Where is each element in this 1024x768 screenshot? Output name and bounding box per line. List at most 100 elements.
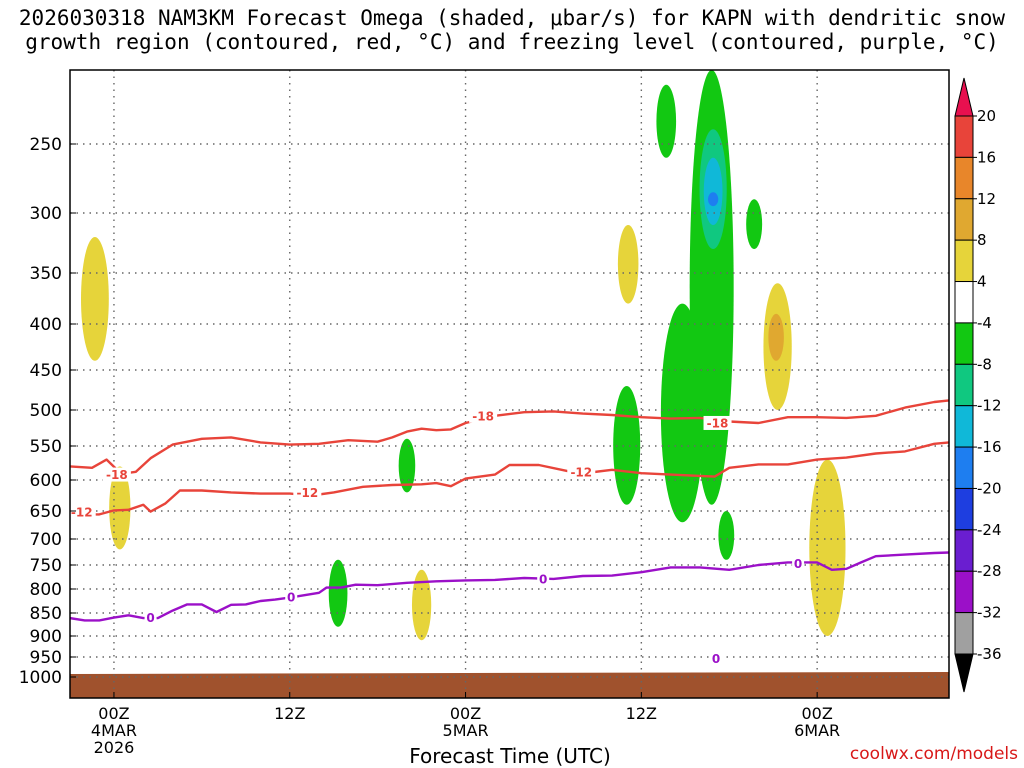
contour-label-6: 0 [287, 591, 295, 605]
y-tick-label-750: 750 [30, 556, 62, 576]
y-tick-label-250: 250 [30, 135, 62, 155]
y-tick-label-600: 600 [30, 471, 62, 491]
contour-label-9: 0 [794, 557, 802, 571]
y-tick-label-800: 800 [30, 580, 62, 600]
contour-label-layer: -18 -18 -18 -12 -12 -12 0 0 0 0 0 [67, 408, 805, 666]
contour-label-1: -18 [472, 409, 494, 423]
omega-region-0 [81, 237, 109, 361]
colorbar-label-1: 16 [977, 148, 996, 166]
colorbar-box-3 [954, 239, 974, 283]
colorbar-box-7 [954, 405, 974, 448]
colorbar-label-5: -4 [977, 314, 992, 332]
omega-region-2 [411, 569, 432, 641]
colorbar-box-11 [954, 570, 974, 614]
contour-label-bg-1 [469, 408, 498, 423]
x-tick-label-6-1: 4MAR [91, 721, 137, 740]
x-tick-label-18-0: 12Z [274, 704, 305, 723]
contour-label-bg-2 [703, 415, 732, 430]
x-tick-label-42-0: 12Z [626, 704, 657, 723]
omega-region-5 [768, 313, 784, 361]
x-axis-title: Forecast Time (UTC) [409, 744, 611, 768]
colorbar-box-9 [954, 487, 974, 531]
contour-label-4: -12 [296, 486, 318, 500]
omega-region-15 [708, 192, 719, 207]
omega-shading-layer [81, 70, 846, 641]
colorbar-box-1 [954, 156, 974, 200]
colorbar-label-4: 4 [977, 273, 987, 291]
contour-label-bg-10 [710, 651, 723, 666]
colorbar-label-12: -32 [977, 604, 1002, 622]
colorbar-top-triangle [954, 77, 974, 117]
contour-label-bg-6 [285, 590, 298, 605]
contour-label-0: -18 [106, 468, 128, 482]
ground-fill [70, 672, 949, 698]
omega-region-17 [746, 199, 763, 250]
colorbar-label-13: -36 [977, 645, 1002, 663]
x-tick-label-54-0: 00Z [801, 704, 832, 723]
contour-label-bg-0 [102, 467, 131, 482]
omega-region-6 [809, 459, 846, 636]
colorbar-box-4 [954, 281, 974, 324]
plot-frame [69, 69, 950, 699]
ground-layer [70, 672, 949, 698]
y-tick-label-900: 900 [30, 627, 62, 647]
y-tick-label-850: 850 [30, 604, 62, 624]
y-tick-label-450: 450 [30, 361, 62, 381]
contour-label-bg-3 [67, 505, 96, 520]
omega-region-16 [718, 511, 735, 560]
y-tick-label-300: 300 [30, 204, 62, 224]
omega-region-8 [328, 559, 348, 627]
y-tick-label-350: 350 [30, 264, 62, 284]
chart-title-line1: 2026030318 NAM3KM Forecast Omega (shaded… [18, 6, 1006, 30]
y-tick-label-400: 400 [30, 315, 62, 335]
colorbar-label-2: 12 [977, 190, 996, 208]
omega-region-14 [703, 157, 723, 225]
colorbar-box-12 [954, 612, 974, 655]
contour-line-0 [70, 399, 949, 476]
colorbar-box-6 [954, 363, 974, 407]
colorbar-box-5 [954, 322, 974, 365]
omega-region-7 [398, 438, 416, 493]
contour-label-2: -18 [707, 416, 729, 430]
contour-label-7: 0 [146, 611, 154, 625]
colorbar-label-6: -8 [977, 355, 992, 373]
contour-label-8: 0 [539, 572, 547, 586]
colorbar-label-7: -12 [977, 397, 1002, 415]
chart-title-line2: growth region (contoured, red, °C) and f… [25, 30, 999, 54]
colorbar-box-10 [954, 529, 974, 572]
colorbar-box-2 [954, 198, 974, 241]
x-tick-label-30-0: 00Z [450, 704, 481, 723]
contour-layer [70, 399, 949, 622]
x-tick-label-54-1: 6MAR [794, 721, 840, 740]
y-tick-label-1000: 1000 [19, 668, 62, 688]
omega-region-10 [656, 84, 677, 158]
y-tick-label-500: 500 [30, 401, 62, 421]
y-tick-label-550: 550 [30, 437, 62, 457]
contour-label-bg-5 [567, 464, 596, 479]
contour-label-bg-7 [144, 610, 157, 625]
contour-line-2 [70, 551, 949, 622]
contour-label-10: 0 [712, 652, 720, 666]
colorbar-label-0: 20 [977, 107, 996, 125]
colorbar-label-11: -28 [977, 562, 1002, 580]
y-tick-label-950: 950 [30, 648, 62, 668]
y-tick-label-700: 700 [30, 530, 62, 550]
colorbar-label-9: -20 [977, 479, 1002, 497]
omega-region-3 [617, 224, 639, 304]
x-tick-label-30-1: 5MAR [443, 721, 489, 740]
colorbar-label-8: -16 [977, 438, 1002, 456]
credit-link[interactable]: coolwx.com/models [849, 744, 1018, 764]
colorbar-label-3: 8 [977, 231, 987, 249]
y-tick-label-650: 650 [30, 502, 62, 522]
contour-label-bg-8 [537, 571, 550, 586]
colorbar-bottom-triangle [954, 653, 974, 693]
y-axis: 250 300 350 400 450 500 550 600 650 700 750 800 850 9… [19, 135, 76, 688]
x-tick-label-6-0: 00Z [98, 704, 129, 723]
colorbar-box-0 [954, 115, 974, 158]
contour-label-5: -12 [570, 465, 592, 479]
x-tick-label-6-2: 2026 [94, 738, 135, 757]
grid-layer [70, 70, 949, 698]
colorbar-box-8 [954, 446, 974, 489]
colorbar-label-10: -24 [977, 521, 1002, 539]
